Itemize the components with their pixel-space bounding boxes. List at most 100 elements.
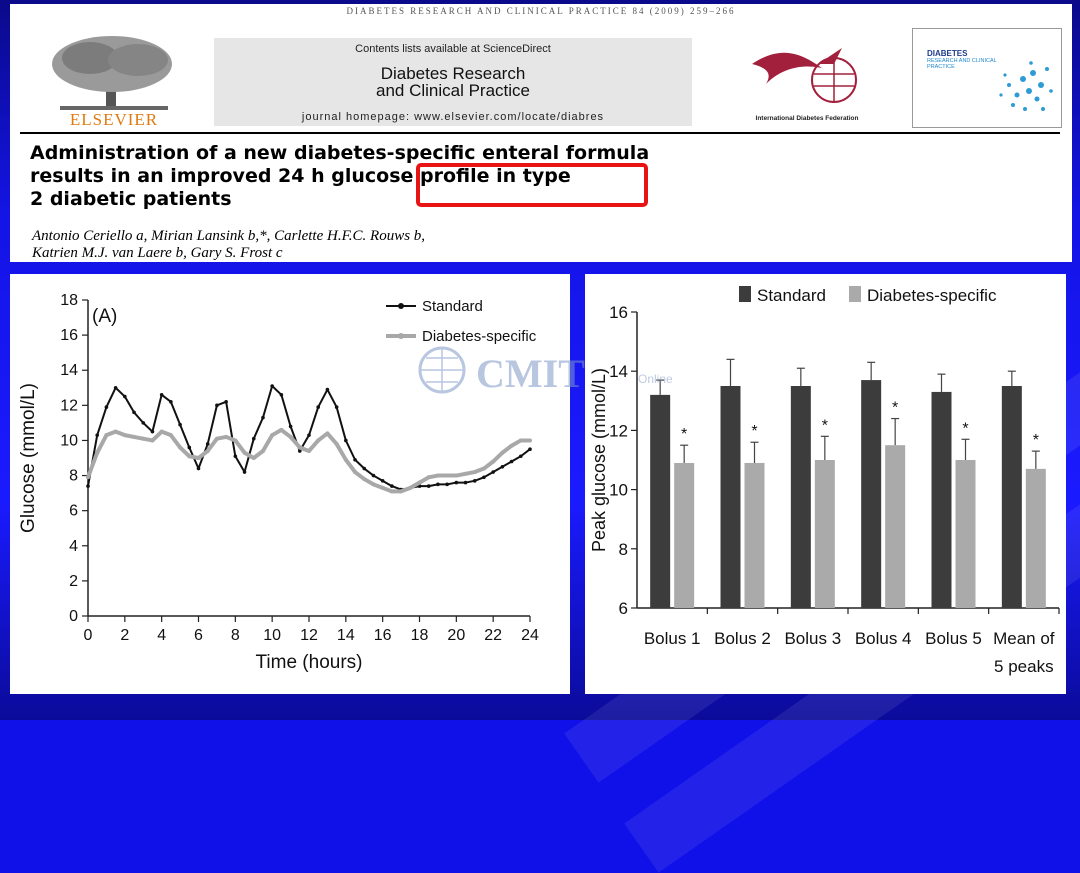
data-point xyxy=(307,448,311,453)
legend-marker xyxy=(398,333,404,339)
x-tick-label: Bolus 2 xyxy=(714,629,771,648)
data-point xyxy=(178,445,183,450)
bar xyxy=(674,462,695,608)
data-point xyxy=(187,445,192,450)
data-point xyxy=(362,477,367,482)
idf-wordmark: International Diabetes Federation xyxy=(755,115,859,122)
paper-header: DIABETES RESEARCH AND CLINICAL PRACTICE … xyxy=(10,4,1072,262)
data-point xyxy=(251,436,256,441)
data-point xyxy=(169,400,173,404)
data-point xyxy=(288,434,293,439)
data-point xyxy=(454,480,459,485)
data-point xyxy=(224,400,228,404)
data-point xyxy=(159,429,164,434)
data-point xyxy=(445,473,450,478)
journal-title-line2: and Clinical Practice xyxy=(375,81,530,100)
y-tick-label: 8 xyxy=(619,540,628,559)
data-point xyxy=(518,454,523,459)
y-tick-label: 0 xyxy=(69,608,78,625)
data-point xyxy=(233,438,238,443)
panel-label: (A) xyxy=(92,306,117,327)
bar xyxy=(814,460,835,608)
data-point xyxy=(113,429,118,434)
cover-subtitle: RESEARCH AND CLINICAL PRACTICE xyxy=(927,58,997,70)
x-tick-label: 22 xyxy=(484,627,502,644)
y-axis-label: Glucose (mmol/L) xyxy=(18,383,39,533)
x-tick-label: Mean of xyxy=(993,629,1055,648)
y-tick-label: 14 xyxy=(60,362,78,379)
significance-marker: * xyxy=(822,417,828,434)
data-point xyxy=(389,489,394,494)
data-point xyxy=(463,480,468,485)
bar xyxy=(885,445,906,608)
x-tick-label: 12 xyxy=(300,627,318,644)
data-point xyxy=(260,448,265,453)
data-point xyxy=(141,436,146,441)
data-point xyxy=(362,466,367,471)
data-point xyxy=(270,433,275,438)
elsevier-wordmark: ELSEVIER xyxy=(69,110,159,129)
glucose-profile-figure: 0 2 4 6 8 10 12 14 16 18 0 2 4 6 8 10 12 14 16 18 20 22 24 Time… xyxy=(10,274,570,694)
y-tick-label: 10 xyxy=(60,432,78,449)
data-point xyxy=(196,456,201,460)
journal-title-line1: Diabetes Research xyxy=(380,64,526,83)
data-point xyxy=(343,457,348,462)
data-point xyxy=(150,429,155,434)
x-tick-label: 10 xyxy=(263,627,281,644)
data-point xyxy=(500,464,505,469)
data-point xyxy=(316,438,321,443)
x-tick-label: 16 xyxy=(374,627,392,644)
legend-label: Diabetes-specific xyxy=(422,328,537,345)
x-tick-label: Bolus 5 xyxy=(925,629,982,648)
data-point xyxy=(390,484,394,488)
data-point xyxy=(454,473,459,478)
header-rule xyxy=(20,132,1060,134)
data-point xyxy=(288,424,293,429)
legend-label: Standard xyxy=(757,286,826,305)
data-point xyxy=(472,479,477,483)
data-point xyxy=(279,393,284,397)
data-point xyxy=(509,459,514,464)
data-point xyxy=(251,456,256,460)
data-point xyxy=(491,459,496,464)
data-point xyxy=(463,471,468,476)
idf-bird-icon xyxy=(752,48,857,103)
highlight-box xyxy=(416,163,648,207)
article-title: Administration of a new diabetes-specifi… xyxy=(30,142,1050,211)
data-point xyxy=(334,405,339,409)
data-point xyxy=(122,433,127,438)
bar xyxy=(650,394,671,608)
significance-marker: * xyxy=(1033,432,1039,449)
data-point xyxy=(297,449,302,453)
data-point xyxy=(150,438,155,443)
x-tick-label: Bolus 3 xyxy=(784,629,841,648)
data-point xyxy=(380,485,385,490)
contents-line: Contents lists available at ScienceDirec… xyxy=(355,43,551,55)
title-line: results in an improved 24 h glucose prof… xyxy=(30,165,571,187)
y-tick-label: 16 xyxy=(60,327,78,344)
bar xyxy=(931,391,952,608)
data-point xyxy=(472,470,477,475)
data-point xyxy=(325,431,330,436)
significance-marker: * xyxy=(751,423,757,440)
legend-swatch xyxy=(849,286,861,302)
data-point xyxy=(500,450,505,455)
y-tick-label: 2 xyxy=(69,573,78,590)
data-point xyxy=(426,484,431,488)
bar xyxy=(1001,386,1022,608)
y-tick-label: 10 xyxy=(609,481,628,500)
y-tick-label: 4 xyxy=(69,538,78,555)
bar xyxy=(955,460,976,608)
data-point xyxy=(344,438,348,443)
legend-marker xyxy=(398,303,404,309)
author-line: Katrien M.J. van Laere b, Gary S. Frost … xyxy=(32,245,283,261)
author-list: Antonio Ceriello a, Mirian Lansink b,*, … xyxy=(32,228,1052,262)
data-point xyxy=(196,466,201,471)
legend-swatch xyxy=(739,286,751,302)
y-axis-label: Peak glucose (mmol/L) xyxy=(589,368,609,552)
data-point xyxy=(408,485,413,490)
x-tick-label: 6 xyxy=(194,627,203,644)
legend-label: Diabetes-specific xyxy=(867,286,997,305)
data-point xyxy=(436,482,440,487)
